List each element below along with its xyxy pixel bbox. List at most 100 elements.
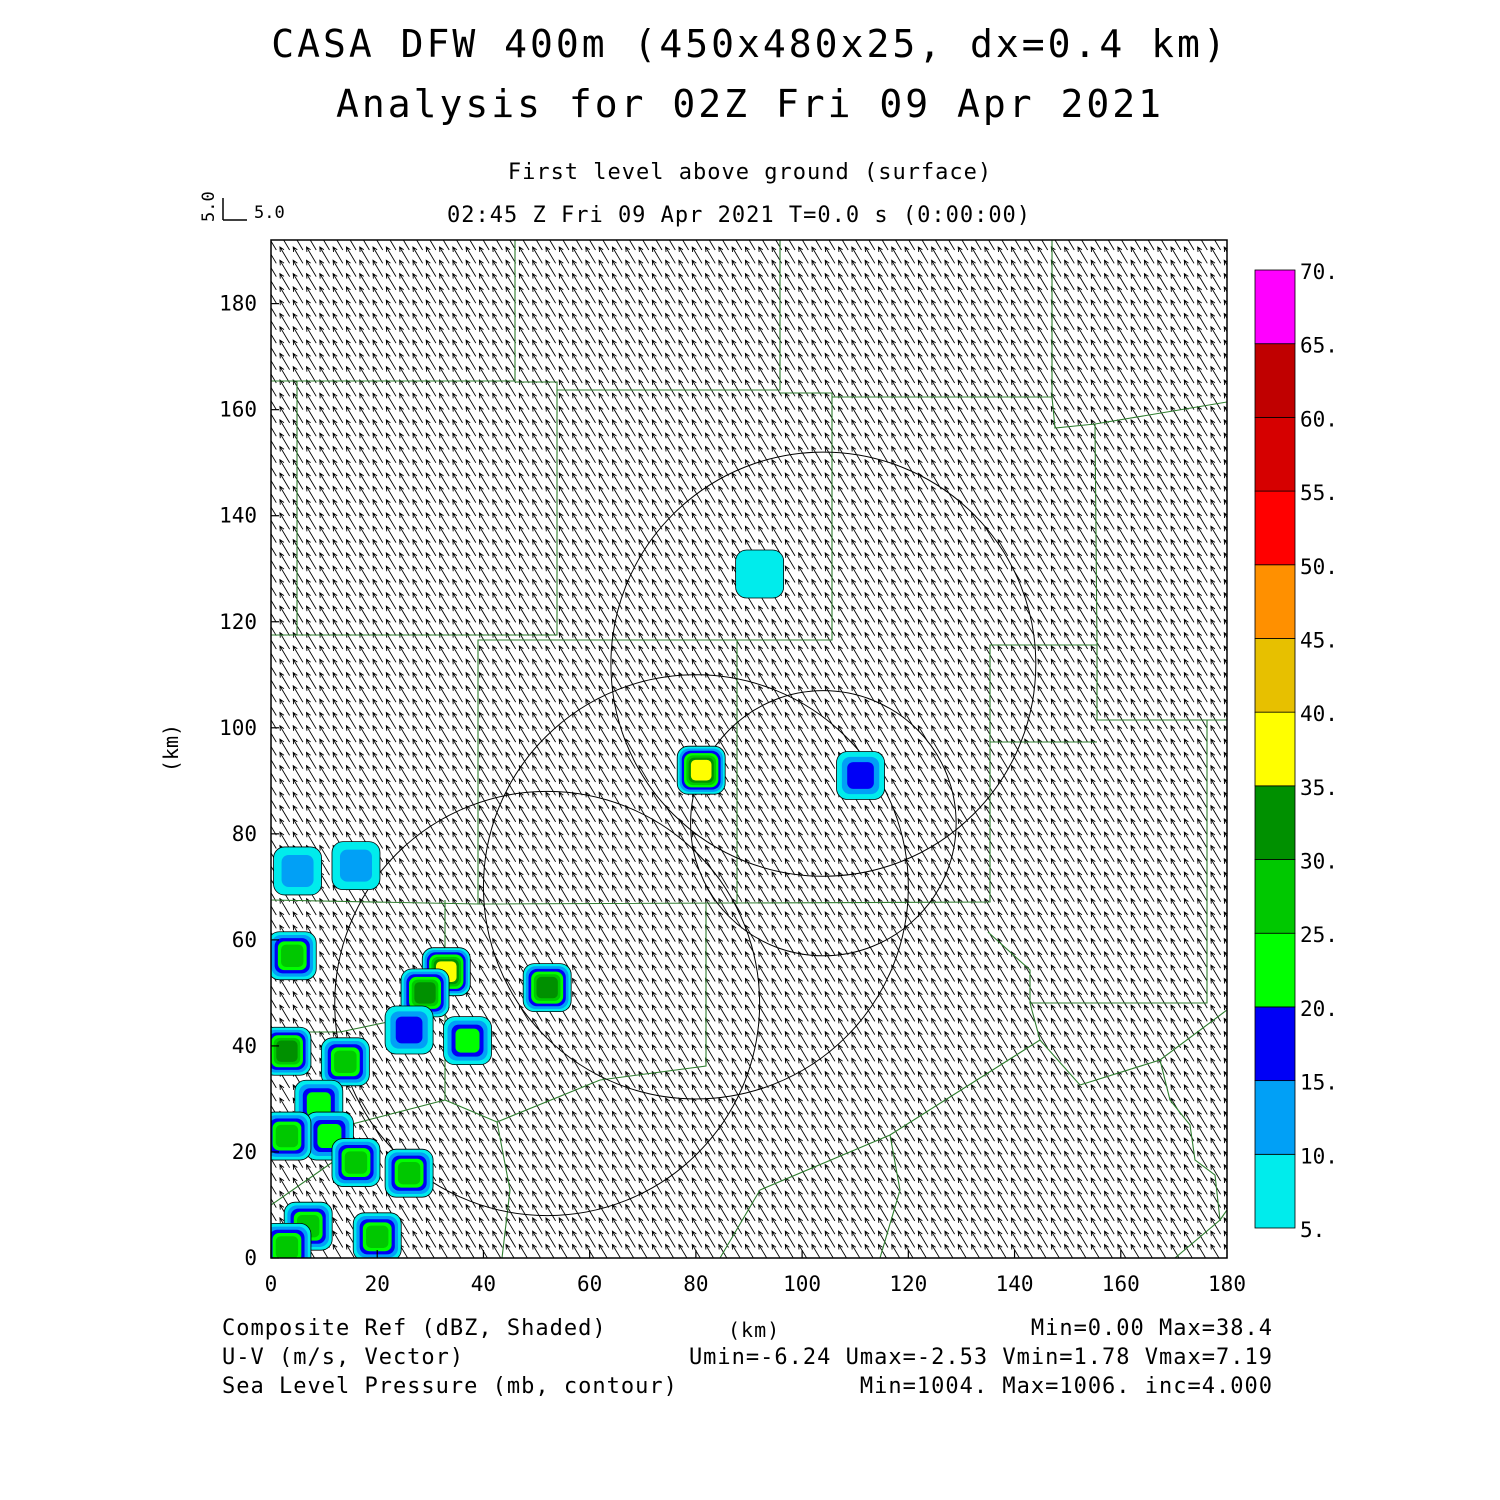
level-label: First level above ground (surface) <box>507 160 993 185</box>
color-legend-label: 20. <box>1300 997 1338 1021</box>
color-legend-swatch <box>1254 785 1296 860</box>
county-line <box>879 1134 901 1258</box>
color-legend-label: 40. <box>1300 702 1338 726</box>
color-legend-label: 15. <box>1300 1071 1338 1095</box>
wind-vector-field <box>271 240 1227 1258</box>
footer-wind-label: U-V (m/s, Vector) <box>222 1345 465 1370</box>
range-ring <box>334 790 761 1217</box>
reflectivity-outline <box>273 846 322 896</box>
reflectivity-outline <box>443 1016 492 1066</box>
county-line <box>271 240 516 382</box>
county-line <box>1039 1009 1227 1086</box>
color-legend-swatch <box>1254 859 1296 934</box>
color-legend-label: 5. <box>1300 1218 1325 1242</box>
range-ring <box>690 690 957 957</box>
reflectivity-outline <box>352 1212 402 1258</box>
x-tick-label: 40 <box>471 1272 496 1296</box>
reflectivity-outline <box>271 1026 312 1076</box>
reflectivity-outline <box>271 1111 312 1161</box>
y-tick-label: 100 <box>219 716 257 740</box>
reflectivity-cell <box>331 1138 381 1187</box>
footer-slp-label: Sea Level Pressure (mb, contour) <box>222 1374 678 1399</box>
county-line <box>1096 645 1227 721</box>
reflectivity-contour <box>339 849 372 882</box>
x-tick-label: 60 <box>577 1272 602 1296</box>
reflectivity-outline <box>836 751 885 800</box>
reflectivity-outline <box>735 549 785 599</box>
reflectivity-cell <box>271 1026 312 1076</box>
x-tick-label: 180 <box>1208 1272 1246 1296</box>
y-tick-label: 40 <box>232 1034 257 1058</box>
reflectivity-cell <box>676 745 726 795</box>
reflectivity-cell <box>273 846 322 896</box>
reflectivity-outline <box>320 1037 370 1087</box>
color-legend-swatch <box>1254 932 1296 1008</box>
range-ring <box>482 674 909 1100</box>
color-legend-swatch <box>1254 1153 1296 1229</box>
reflectivity-cell <box>331 841 381 891</box>
county-line <box>1219 1209 1227 1221</box>
y-tick-label: 60 <box>232 928 257 952</box>
y-axis: 0 20 40 60 80 100 120 140 160 180 <box>219 292 279 1270</box>
reflectivity-cell <box>836 751 885 800</box>
vector-reference-u: 5.0 <box>254 203 285 223</box>
color-legend-label: 50. <box>1300 555 1338 579</box>
county-line <box>477 423 1098 905</box>
county-line <box>271 392 833 905</box>
reflectivity-cell <box>271 931 317 981</box>
reflectivity-outline <box>331 841 381 891</box>
reflectivity-cell <box>352 1212 402 1258</box>
reflectivity-cell <box>271 1222 312 1258</box>
y-tick-label: 80 <box>232 822 257 846</box>
reflectivity-cell <box>735 549 785 599</box>
reflectivity-outline <box>384 1148 434 1198</box>
reflectivity-outline <box>271 1222 312 1258</box>
county-line <box>1051 396 1227 429</box>
reflectivity-outline <box>384 1005 434 1055</box>
x-axis-unit-label: (km) <box>728 1318 781 1342</box>
y-tick-label: 160 <box>219 398 257 422</box>
footer-wind-range: Umin=-6.24 Umax=-2.53 Vmin=1.78 Vmax=7.1… <box>688 1345 1273 1370</box>
color-legend-label: 25. <box>1300 923 1338 947</box>
reflectivity-contour <box>281 854 314 887</box>
y-tick-label: 180 <box>219 292 257 316</box>
plot-frame <box>270 239 1228 1259</box>
reflectivity-contour <box>690 759 712 781</box>
x-tick-label: 140 <box>996 1272 1034 1296</box>
reflectivity-contour <box>344 1151 368 1174</box>
color-legend-label: 60. <box>1300 407 1338 431</box>
reflectivity-contour <box>275 1124 299 1148</box>
color-legend-label: 10. <box>1300 1144 1338 1168</box>
main-title: CASA DFW 400m (450x480x25, dx=0.4 km) <box>271 22 1229 66</box>
reflectivity-cell <box>384 1005 434 1055</box>
color-legend-swatch <box>1254 490 1296 566</box>
reflectivity-contour <box>366 1225 389 1248</box>
reflectivity-contour <box>334 1050 357 1074</box>
color-legend-label: 65. <box>1300 334 1338 358</box>
reflectivity-cell <box>320 1037 370 1087</box>
reflectivity-cell <box>400 968 450 1018</box>
footer-ref-range: Min=0.00 Max=38.4 <box>1030 1316 1273 1341</box>
color-legend-label: 55. <box>1300 481 1338 505</box>
y-axis-label: (km) <box>159 724 183 772</box>
color-legend-swatch <box>1254 343 1296 418</box>
x-tick-label: 160 <box>1102 1272 1140 1296</box>
range-ring <box>610 451 1037 877</box>
vector-reference-glyph <box>222 198 247 221</box>
reflectivity-contour <box>536 976 558 999</box>
county-line <box>271 381 558 636</box>
y-tick-label: 20 <box>232 1140 257 1164</box>
y-tick-label: 120 <box>219 610 257 634</box>
color-legend-swatch <box>1254 269 1296 345</box>
x-tick-label: 20 <box>365 1272 390 1296</box>
reflectivity-cell <box>271 1111 312 1161</box>
y-tick-label: 140 <box>219 504 257 528</box>
color-legend-label: 70. <box>1300 260 1338 284</box>
county-line <box>496 904 707 1258</box>
reflectivity-contour <box>847 762 874 789</box>
radar-range-rings <box>334 451 1037 1217</box>
footer-slp-range: Min=1004. Max=1006. inc=4.000 <box>859 1374 1273 1399</box>
reflectivity-contour <box>275 1236 299 1258</box>
reflectivity-contour <box>735 550 784 599</box>
color-legend-swatch <box>1254 1006 1296 1082</box>
